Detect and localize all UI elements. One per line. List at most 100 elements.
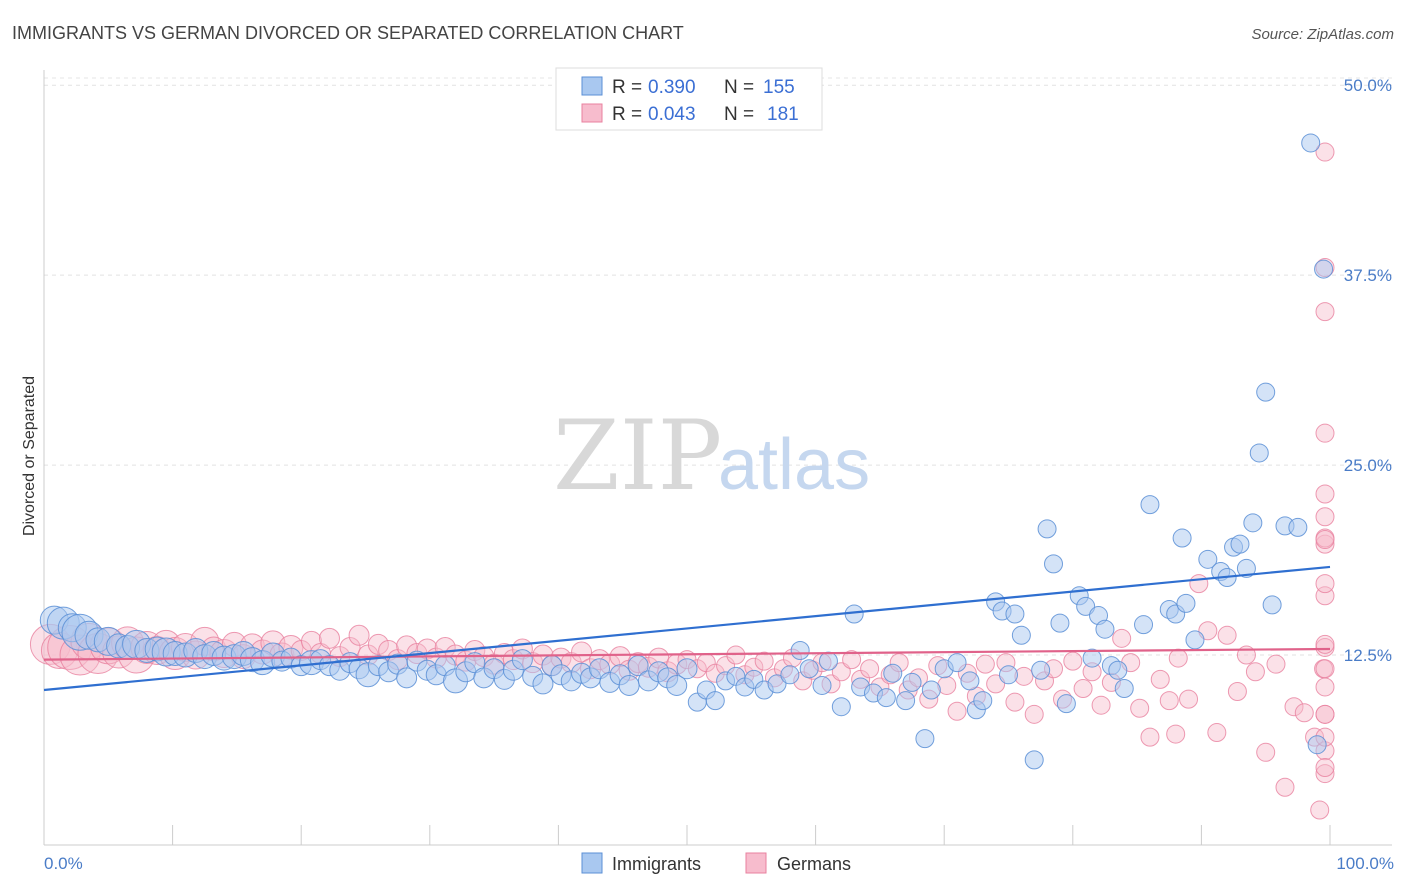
immigrants-point-135 [1314, 259, 1334, 279]
immigrants-point-101 [1024, 750, 1044, 770]
germans-point-97 [975, 654, 995, 674]
legend-swatch-immigrants [581, 76, 603, 96]
immigrants-point-60 [618, 674, 640, 696]
germans-point-29 [318, 627, 340, 649]
germans-point-145 [1315, 677, 1335, 697]
germans-point-114 [1140, 727, 1160, 747]
immigrants-point-37 [396, 667, 418, 689]
legend: R = 0.390 N = 155 R = 0.043 N = 181 [555, 67, 823, 131]
legend-r-value-germans: 0.043 [648, 104, 696, 125]
immigrants-point-102 [1031, 660, 1051, 680]
immigrants-point-95 [973, 691, 993, 711]
immigrants-point-77 [790, 640, 810, 660]
legend-n-value-germans: 181 [767, 104, 799, 125]
germans-point-140 [1315, 574, 1335, 594]
germans-point-119 [1179, 689, 1199, 709]
immigrants-point-131 [1262, 595, 1282, 615]
germans-point-128 [1266, 654, 1286, 674]
bottom-legend-germans: Germans [777, 854, 851, 874]
immigrants-point-113 [1108, 660, 1128, 680]
immigrants-point-80 [818, 651, 838, 671]
germans-point-130 [1284, 697, 1304, 717]
germans-point-85 [860, 659, 880, 679]
trend-lines [43, 565, 1331, 692]
immigrants-point-65 [666, 674, 688, 696]
immigrants-point-92 [947, 653, 967, 673]
germans-point-94 [947, 701, 967, 721]
immigrants-point-103 [1037, 519, 1057, 539]
immigrants-point-122 [1198, 549, 1218, 569]
immigrants-point-111 [1095, 619, 1115, 639]
immigrants-trend-line [43, 565, 1331, 692]
germans-point-82 [831, 662, 851, 682]
legend-r-label-germans: R = [612, 104, 642, 125]
germans-point-120 [1189, 574, 1209, 594]
germans-trend-line [43, 647, 1331, 661]
germans-point-134 [1310, 800, 1330, 820]
germans-point-107 [1073, 678, 1093, 698]
immigrants-point-109 [1082, 648, 1102, 668]
germans-point-74 [754, 651, 774, 671]
immigrants-point-90 [921, 680, 941, 700]
immigrants-point-128 [1243, 513, 1263, 533]
immigrants-point-79 [812, 675, 832, 695]
germans-point-121 [1198, 621, 1218, 641]
immigrants-point-76 [780, 665, 800, 685]
immigrants-point-126 [1230, 534, 1250, 554]
germans-point-83 [842, 650, 862, 670]
germans-point-151 [1315, 634, 1335, 654]
immigrants-point-108 [1076, 596, 1096, 616]
germans-point-148 [1315, 507, 1335, 527]
germans-point-136 [1315, 423, 1335, 443]
immigrants-point-115 [1134, 615, 1154, 635]
grid [44, 77, 1392, 656]
immigrants-point-78 [799, 659, 819, 679]
germans-point-98 [986, 674, 1006, 694]
immigrants-point-120 [1176, 593, 1196, 613]
germans-point-109 [1091, 695, 1111, 715]
y-tick-label-2: 37.5% [1344, 266, 1392, 285]
x-tick-label-left: 0.0% [44, 854, 83, 873]
germans-point-123 [1217, 625, 1237, 645]
immigrants-point-81 [831, 697, 851, 717]
immigrants-point-100 [999, 665, 1018, 685]
immigrants-point-88 [902, 672, 922, 692]
legend-swatch-germans [581, 103, 603, 123]
germans-point-117 [1168, 648, 1188, 668]
germans-point-118 [1166, 724, 1186, 744]
immigrants-point-104 [1044, 554, 1064, 574]
immigrants-point-86 [883, 663, 903, 683]
y-tick-label-1: 25.0% [1344, 456, 1392, 475]
immigrants-point-130 [1256, 382, 1276, 402]
immigrants-point-99 [1011, 625, 1031, 645]
legend-n-value-immigrants: 155 [763, 77, 795, 98]
watermark-zip: ZIP [553, 400, 722, 512]
immigrants-point-127 [1236, 558, 1256, 578]
chart-title: IMMIGRANTS VS GERMAN DIVORCED OR SEPARAT… [12, 23, 684, 43]
immigrants-point-93 [960, 671, 980, 691]
immigrants-point-87 [896, 691, 916, 711]
bottom-legend-swatch-immigrants [581, 852, 603, 874]
germans-point-126 [1245, 662, 1265, 682]
germans-point-153 [1315, 659, 1335, 679]
y-axis-label: Divorced or Separated [21, 376, 38, 536]
y-tick-label-3: 50.0% [1344, 76, 1392, 95]
immigrants-point-89 [915, 729, 935, 749]
germans-point-154 [1315, 530, 1335, 550]
immigrants-point-116 [1140, 495, 1160, 515]
legend-n-label-immigrants: N = [724, 77, 754, 98]
x-tick-label-right: 100.0% [1336, 854, 1394, 873]
chart-source: Source: ZipAtlas.com [1251, 26, 1394, 43]
immigrants-point-119 [1172, 528, 1192, 548]
immigrants-point-129 [1249, 443, 1269, 463]
immigrants-point-133 [1288, 517, 1308, 537]
immigrants-point-75 [767, 674, 787, 694]
germans-point-150 [1315, 758, 1335, 777]
immigrants-point-106 [1056, 694, 1076, 714]
immigrants-point-51 [532, 673, 554, 695]
germans-point-144 [1315, 142, 1335, 162]
watermark-atlas: atlas [718, 425, 870, 505]
immigrants-point-121 [1185, 630, 1205, 650]
legend-r-label-immigrants: R = [612, 77, 642, 98]
